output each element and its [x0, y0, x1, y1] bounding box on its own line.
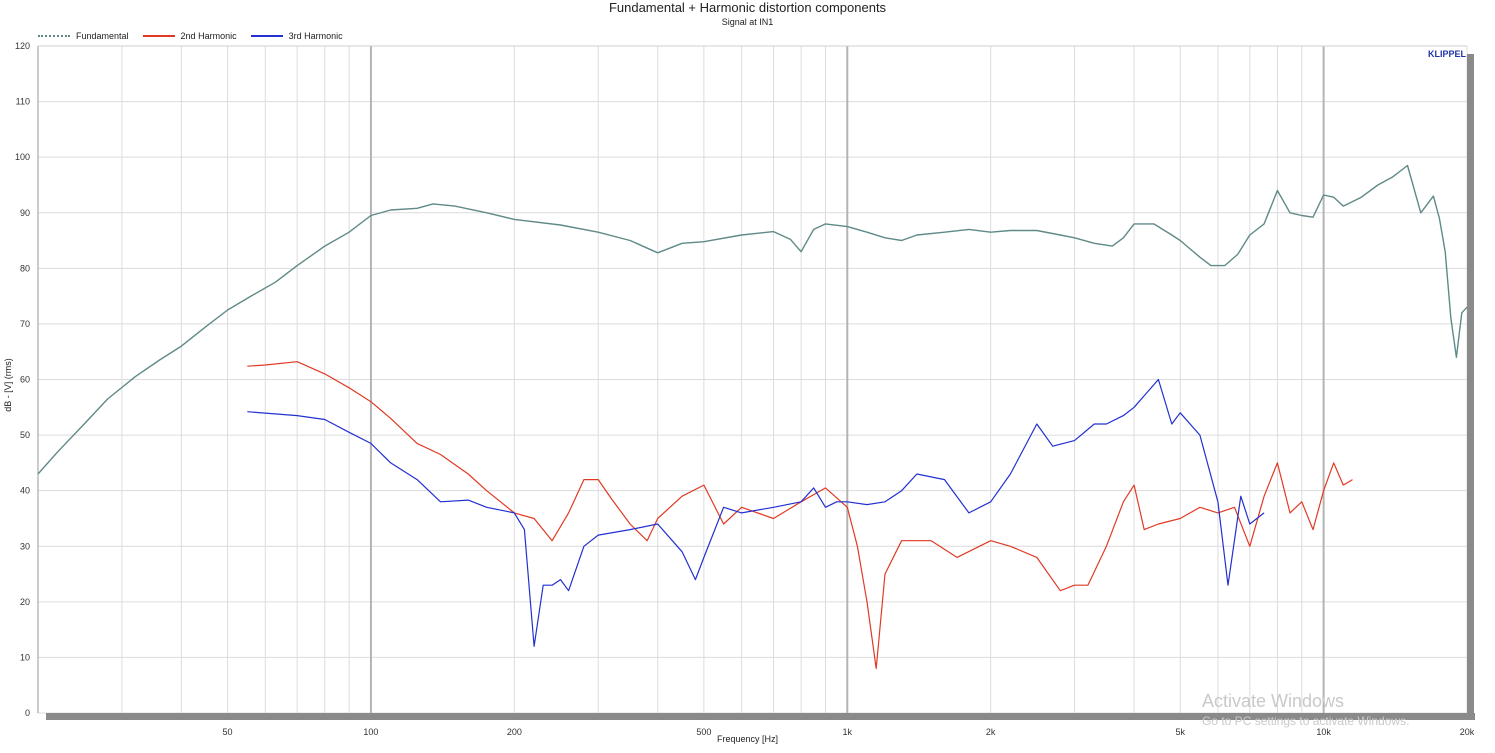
legend-item-3rd-harmonic: 3rd Harmonic — [250, 31, 343, 41]
legend-label-3rd-harmonic: 3rd Harmonic — [288, 31, 343, 41]
series-line-2nd-harmonic — [247, 361, 1353, 670]
right-shadow-bar — [1467, 54, 1474, 720]
activate-windows-watermark: Activate Windows Go to PC settings to ac… — [1202, 691, 1409, 728]
y-tick-label: 60 — [20, 375, 30, 385]
x-tick-label: 1k — [843, 727, 853, 737]
legend-swatch-2nd-harmonic — [142, 35, 175, 37]
series-line-3rd-harmonic — [247, 378, 1265, 647]
legend-swatch-fundamental — [38, 35, 70, 37]
x-tick-label: 5k — [1175, 727, 1185, 737]
legend-label-fundamental: Fundamental — [76, 31, 129, 41]
y-tick-label: 0 — [25, 708, 30, 718]
y-tick-label: 100 — [15, 152, 30, 162]
grid-major — [369, 46, 1325, 713]
grid-minor — [37, 45, 1468, 714]
y-tick-label: 10 — [20, 652, 30, 662]
legend-label-2nd-harmonic: 2nd Harmonic — [180, 31, 237, 41]
legend-item-fundamental: Fundamental — [38, 31, 129, 41]
x-tick-label: 50 — [223, 727, 233, 737]
x-tick-label: 500 — [696, 727, 711, 737]
y-tick-label: 90 — [20, 208, 30, 218]
y-tick-labels: 0 10 20 30 40 50 60 70 80 90 100 110 120 — [15, 41, 30, 718]
x-tick-label: 20k — [1460, 727, 1475, 737]
x-tick-label: 200 — [507, 727, 522, 737]
y-tick-label: 50 — [20, 430, 30, 440]
series-lines — [37, 164, 1468, 670]
y-tick-label: 80 — [20, 263, 30, 273]
watermark-subtitle: Go to PC settings to activate Windows. — [1202, 714, 1410, 728]
legend-swatch-3rd-harmonic — [250, 35, 283, 37]
brand-label: KLIPPEL — [1428, 49, 1467, 59]
chart-subtitle: Signal at IN1 — [721, 17, 774, 27]
x-tick-label: 2k — [986, 727, 996, 737]
watermark-title: Activate Windows — [1202, 691, 1345, 711]
plot-frame — [37, 45, 1475, 720]
y-axis-label: dB - [V] (rms) — [3, 358, 13, 412]
legend-item-2nd-harmonic: 2nd Harmonic — [142, 31, 237, 41]
x-tick-label: 100 — [363, 727, 378, 737]
x-tick-label: 10k — [1316, 727, 1331, 737]
y-tick-label: 120 — [15, 41, 30, 51]
legend: Fundamental 2nd Harmonic 3rd Harmonic — [38, 31, 343, 41]
bottom-shadow-bar — [46, 713, 1475, 720]
y-tick-label: 40 — [20, 486, 30, 496]
y-tick-label: 30 — [20, 541, 30, 551]
chart-title: Fundamental + Harmonic distortion compon… — [608, 0, 887, 15]
y-tick-label: 110 — [16, 97, 30, 107]
y-tick-label: 70 — [20, 319, 30, 329]
x-axis-label: Frequency [Hz] — [716, 734, 779, 744]
series-line-fundamental — [37, 164, 1468, 475]
y-tick-label: 20 — [20, 597, 30, 607]
x-tick-labels: 50 100 200 500 1k 2k 5k 10k 20k — [223, 727, 1475, 737]
